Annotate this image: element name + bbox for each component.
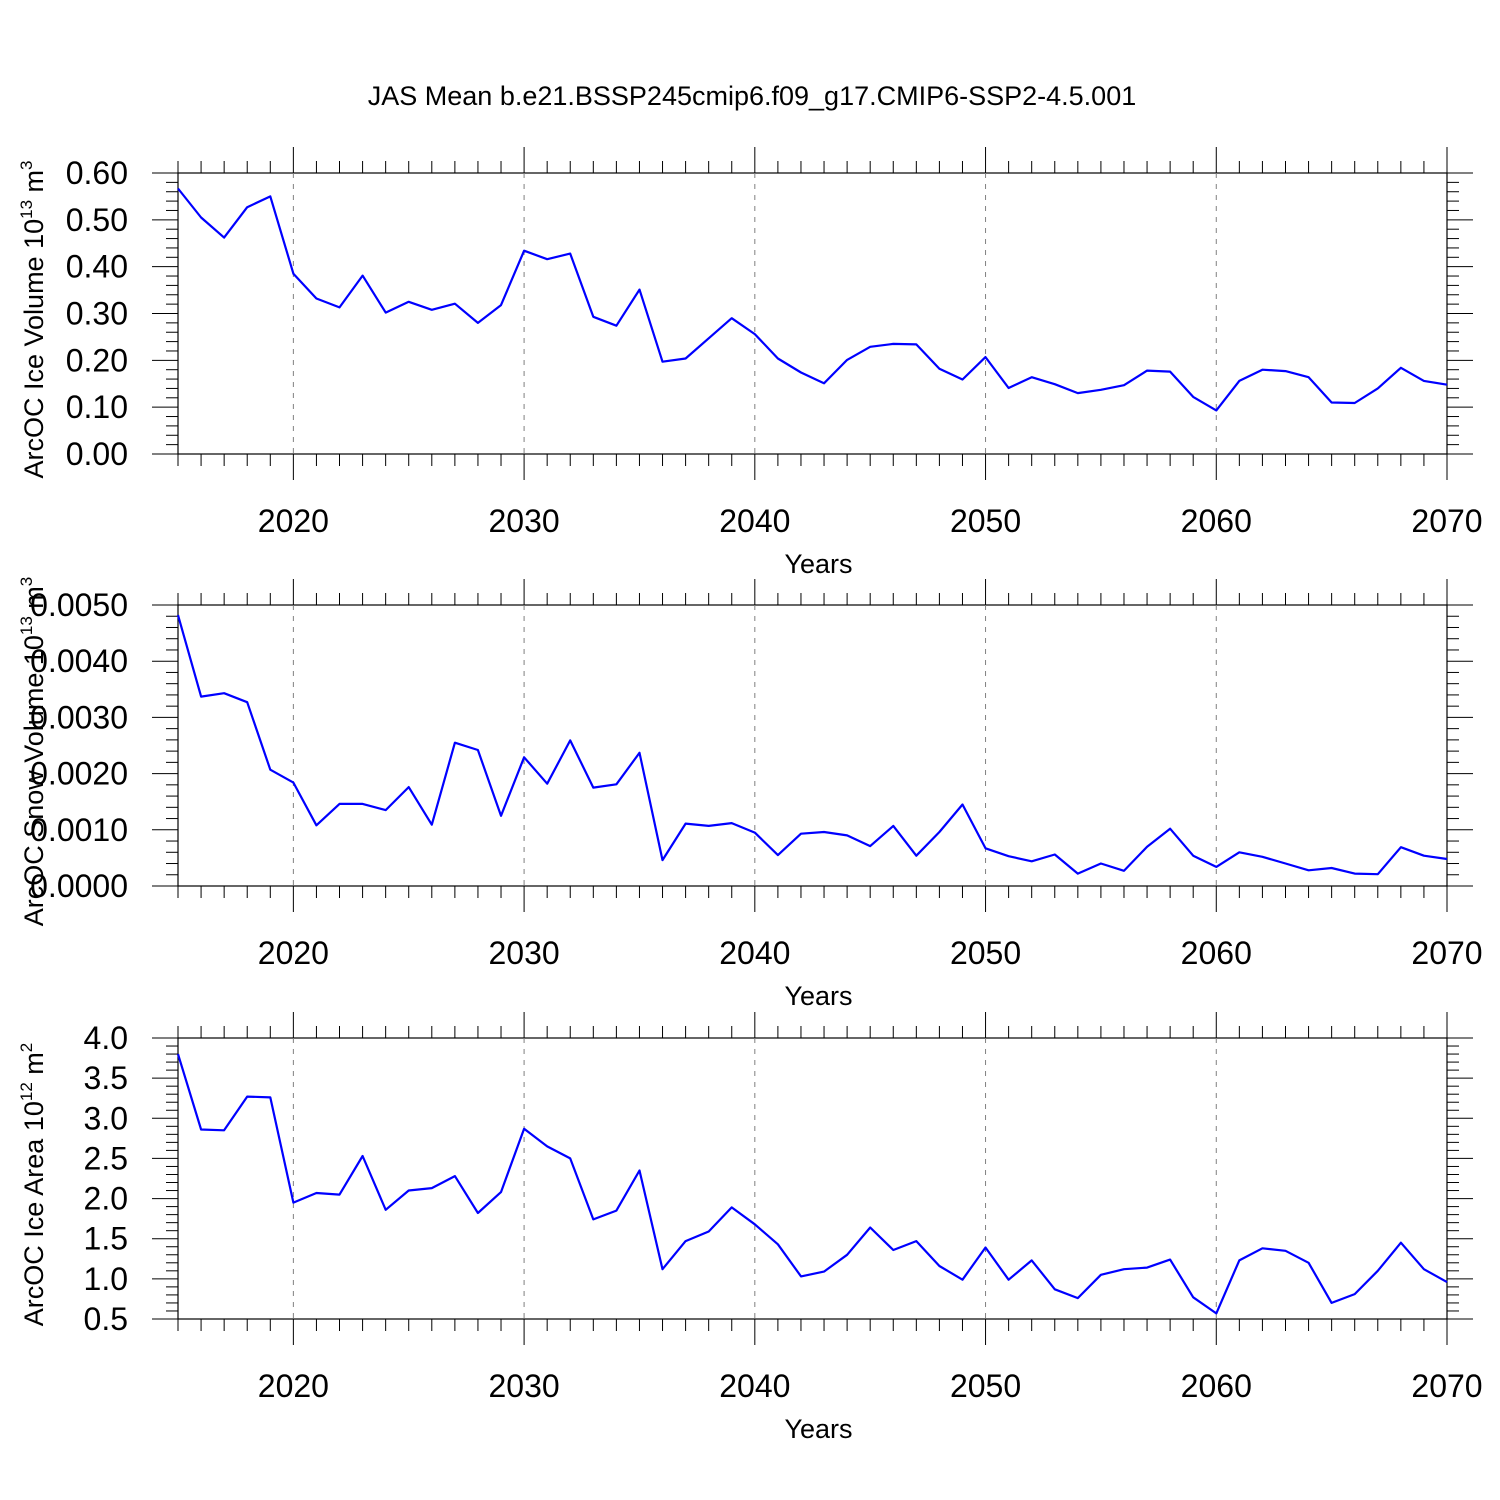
- y-tick-label: 2.5: [84, 1140, 128, 1176]
- y-axis-label-text: ArcOC Ice Area 10: [19, 1101, 49, 1326]
- x-tick-label: 2060: [1181, 935, 1252, 971]
- y-tick-label: 3.0: [84, 1100, 128, 1136]
- y-tick-label: 1.0: [84, 1261, 128, 1297]
- x-tick-label: 2030: [488, 1368, 559, 1404]
- plot-frame: [177, 172, 1448, 455]
- x-tick-label: 2040: [719, 1368, 790, 1404]
- series-line: [176, 614, 1448, 876]
- y-axis-label: ArcOC Ice Volume 1013 m3: [17, 160, 49, 478]
- y-axis-label-unit-exponent: 3: [17, 160, 36, 169]
- y-axis-label-exponent: 12: [17, 1082, 36, 1101]
- x-axis-label: Years: [784, 1414, 852, 1444]
- y-axis-label-text: ArcOC Snow Volume 10: [19, 635, 49, 926]
- x-tick-label: 2020: [258, 935, 329, 971]
- y-tick-label: 0.40: [66, 249, 128, 285]
- y-tick-label: 3.5: [84, 1060, 128, 1096]
- y-tick-label: 0.30: [66, 296, 128, 332]
- y-tick-label: 0.20: [66, 342, 128, 378]
- x-tick-label: 2050: [950, 503, 1021, 539]
- y-tick-label: 2.0: [84, 1181, 128, 1217]
- y-tick-label: 0.0030: [30, 699, 128, 735]
- panel-2: 2020 2030 2040 2050 2060 2070 Years 0.0000 0.001…: [17, 577, 1483, 1011]
- y-tick-label: 0.10: [66, 389, 128, 425]
- y-tick-label: 0.5: [84, 1301, 128, 1337]
- x-tick-label: 2070: [1411, 1368, 1482, 1404]
- series-line: [176, 1053, 1448, 1315]
- y-axis-label-unit: m: [19, 586, 49, 616]
- x-tick-label: 2040: [719, 935, 790, 971]
- y-tick-label: 0.0010: [30, 812, 128, 848]
- x-tick-label: 2070: [1411, 935, 1482, 971]
- x-axis-label: Years: [784, 549, 852, 579]
- x-tick-label: 2030: [488, 935, 559, 971]
- panel-3: 2020 2030 2040 2050 2060 2070 Years 0.5 1.0 1.5 2.…: [17, 1012, 1483, 1444]
- plot-frame: [177, 604, 1448, 887]
- y-tick-label: 0.0040: [30, 643, 128, 679]
- y-tick-label: 0.0000: [30, 868, 128, 904]
- y-tick-label: 0.60: [66, 155, 128, 191]
- y-axis-label-exponent: 13: [17, 616, 36, 635]
- x-tick-label: 2060: [1181, 1368, 1252, 1404]
- y-axis-label-unit: m: [19, 1052, 49, 1082]
- x-tick-label: 2040: [719, 503, 790, 539]
- y-axis-label: ArcOC Ice Area 1012 m2: [17, 1043, 49, 1327]
- y-tick-label: 0.50: [66, 202, 128, 238]
- x-tick-label: 2050: [950, 935, 1021, 971]
- y-tick-label: 0.0020: [30, 756, 128, 792]
- x-tick-label: 2070: [1411, 503, 1482, 539]
- x-tick-label: 2050: [950, 1368, 1021, 1404]
- panel-1: 2020 2030 2040 2050 2060 2070 Years 0.00 0.10 0.2…: [17, 147, 1483, 579]
- y-axis-label-unit-exponent: 2: [17, 1043, 36, 1052]
- plot-frame: [177, 1037, 1448, 1320]
- y-tick-label: 0.0050: [30, 587, 128, 623]
- x-tick-label: 2060: [1181, 503, 1252, 539]
- x-axis-label: Years: [784, 981, 852, 1011]
- x-tick-label: 2030: [488, 503, 559, 539]
- y-tick-label: 4.0: [84, 1020, 128, 1056]
- x-tick-label: 2020: [258, 503, 329, 539]
- chart-title: JAS Mean b.e21.BSSP245cmip6.f09_g17.CMIP…: [368, 81, 1136, 111]
- y-tick-label: 0.00: [66, 436, 128, 472]
- y-tick-label: 1.5: [84, 1221, 128, 1257]
- y-axis-label: ArcOC Snow Volume 1013 m3: [17, 577, 49, 927]
- y-axis-label-unit-exponent: 3: [17, 577, 36, 586]
- y-axis-label-exponent: 13: [17, 200, 36, 219]
- y-axis-label-text: ArcOC Ice Volume 10: [19, 219, 49, 479]
- series-line: [177, 187, 1448, 412]
- x-tick-label: 2020: [258, 1368, 329, 1404]
- y-axis-label-unit: m: [19, 170, 49, 200]
